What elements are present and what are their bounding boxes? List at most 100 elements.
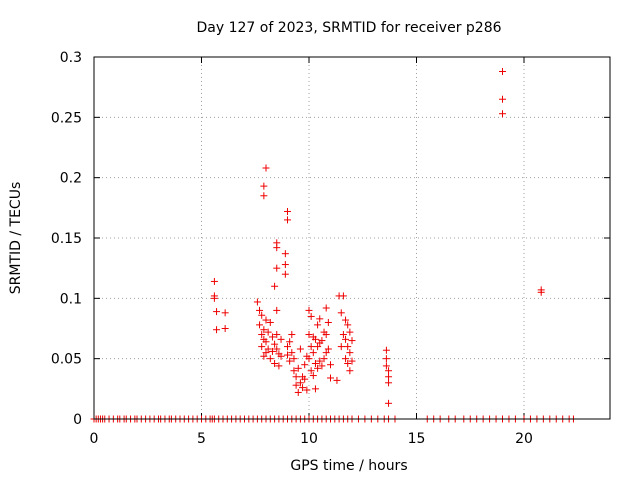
- data-point: [292, 373, 300, 381]
- data-point: [382, 362, 390, 370]
- chart-title: Day 127 of 2023, SRMTID for receiver p28…: [196, 20, 501, 36]
- data-point: [314, 321, 322, 329]
- data-point: [294, 388, 302, 396]
- data-point: [260, 182, 268, 190]
- y-tick-label: 0.05: [51, 352, 82, 368]
- data-point: [271, 359, 279, 367]
- data-point: [344, 321, 352, 329]
- data-point: [348, 337, 356, 345]
- data-point: [499, 95, 506, 103]
- data-point: [296, 379, 304, 387]
- x-tick-label: 10: [300, 431, 318, 447]
- data-point: [292, 381, 300, 389]
- data-point: [499, 67, 506, 75]
- data-point: [385, 379, 393, 387]
- data-point: [260, 326, 268, 334]
- data-point: [344, 343, 352, 351]
- data-point: [271, 282, 279, 290]
- data-point: [284, 216, 291, 224]
- data-point: [301, 361, 309, 369]
- data-point: [266, 355, 274, 363]
- data-point: [311, 335, 319, 343]
- data-point: [262, 164, 270, 172]
- data-point: [337, 343, 345, 351]
- data-point: [260, 192, 268, 200]
- data-point: [342, 316, 350, 324]
- data-point: [316, 315, 324, 323]
- data-point: [346, 367, 354, 375]
- data-point: [281, 261, 289, 269]
- data-point: [324, 345, 332, 353]
- data-point: [256, 321, 264, 329]
- y-tick-label: 0.25: [51, 110, 82, 126]
- data-point: [262, 349, 270, 357]
- plot-frame: [93, 56, 611, 420]
- data-point: [307, 312, 315, 320]
- data-point: [299, 384, 307, 392]
- data-point: [258, 343, 266, 351]
- data-point: [327, 361, 334, 369]
- data-point: [316, 357, 324, 365]
- data-point: [342, 335, 350, 343]
- data-point: [210, 294, 218, 302]
- x-tick-label: 5: [197, 431, 206, 447]
- data-point: [537, 288, 545, 296]
- data-point: [273, 244, 281, 252]
- data-point: [344, 359, 352, 367]
- data-point: [281, 270, 289, 278]
- data-point: [305, 355, 313, 363]
- data-point: [266, 318, 274, 326]
- data-point: [382, 355, 390, 363]
- data-point: [333, 376, 341, 384]
- data-point: [314, 343, 322, 351]
- data-point: [346, 328, 354, 336]
- data-point: [284, 343, 291, 351]
- data-point: [268, 347, 276, 355]
- data-point: [273, 345, 281, 353]
- x-tick-label: 20: [515, 431, 533, 447]
- data-point: [288, 349, 296, 357]
- x-tick-label: 0: [90, 431, 99, 447]
- y-tick-label: 0.3: [60, 50, 82, 66]
- y-tick-label: 0.15: [51, 231, 82, 247]
- data-point: [314, 364, 322, 372]
- data-point: [342, 355, 350, 363]
- y-tick-label: 0.2: [60, 171, 82, 187]
- data-point: [264, 345, 272, 353]
- data-point: [260, 352, 268, 360]
- data-point: [322, 349, 330, 357]
- data-point: [268, 333, 276, 341]
- data-point: [337, 309, 345, 317]
- grid: [94, 57, 610, 419]
- data-point: [221, 325, 229, 332]
- data-point: [318, 362, 326, 370]
- data-point: [322, 304, 330, 312]
- data-point: [271, 340, 279, 348]
- data-point: [385, 367, 393, 375]
- data-point: [301, 375, 309, 383]
- data-point: [273, 306, 281, 314]
- data-point: [322, 331, 330, 339]
- data-point: [309, 372, 317, 380]
- data-point: [303, 386, 311, 394]
- data-point: [281, 250, 289, 258]
- data-point: [284, 351, 291, 359]
- data-point: [318, 337, 326, 345]
- data-point: [348, 357, 356, 365]
- data-point: [290, 355, 298, 363]
- data-point: [221, 309, 229, 317]
- data-point: [288, 331, 296, 339]
- data-point: [264, 328, 272, 336]
- data-point: [258, 331, 266, 339]
- data-point: [307, 343, 315, 351]
- y-axis-label: SRMTID / TECUs: [8, 182, 24, 295]
- data-point: [311, 359, 319, 367]
- axis-ticks: 0 0.05 0.1 0.15 0.2 0.25 0.3 0 5 10 15 20: [51, 50, 610, 447]
- data-point: [286, 338, 294, 346]
- y-tick-label: 0: [73, 412, 82, 428]
- data-point: [277, 352, 285, 360]
- data-point: [311, 385, 319, 393]
- data-point: [385, 373, 393, 381]
- data-point: [294, 364, 302, 372]
- data-point: [284, 207, 291, 215]
